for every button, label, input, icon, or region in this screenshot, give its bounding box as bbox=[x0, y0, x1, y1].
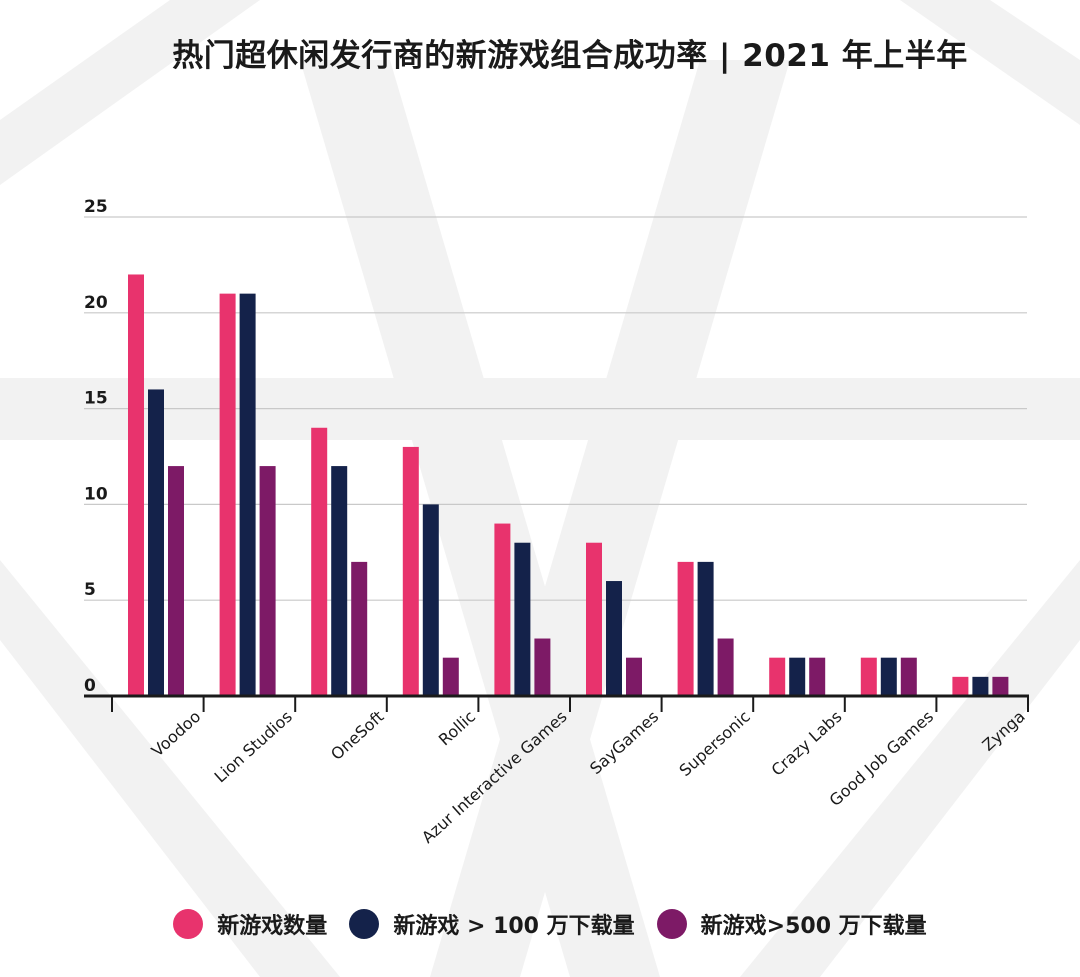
y-tick-label: 0 bbox=[84, 676, 96, 696]
legend-item-1m: 新游戏 > 100 万下载量 bbox=[349, 908, 635, 940]
x-tick-label: OneSoft bbox=[327, 707, 387, 764]
background-stripe bbox=[740, 560, 1080, 977]
legend-label-total: 新游戏数量 bbox=[217, 914, 328, 939]
legend: 新游戏数量 新游戏 > 100 万下载量 新游戏>500 万下载量 bbox=[0, 908, 1080, 940]
background-stripe bbox=[0, 560, 340, 977]
chart-title: 热门超休闲发行商的新游戏组合成功率 | 2021 年上半年 bbox=[172, 38, 968, 74]
bar bbox=[992, 676, 1009, 696]
bar bbox=[677, 561, 694, 696]
background-stripe bbox=[430, 60, 790, 977]
y-tick-label: 15 bbox=[84, 389, 108, 409]
y-tick-label: 20 bbox=[84, 293, 108, 313]
x-tick-label: Crazy Labs bbox=[768, 707, 846, 780]
x-tick-label: SayGames bbox=[586, 707, 662, 778]
x-tick-label: Zynga bbox=[978, 707, 1028, 755]
bar bbox=[168, 466, 184, 696]
bar bbox=[494, 523, 511, 696]
bar bbox=[514, 542, 531, 696]
bar bbox=[534, 638, 551, 696]
x-tick-label: Lion Studios bbox=[211, 707, 296, 786]
legend-item-5m: 新游戏>500 万下载量 bbox=[656, 908, 927, 940]
bar bbox=[259, 466, 276, 696]
y-tick-label: 25 bbox=[84, 197, 108, 217]
legend-swatch-total bbox=[173, 909, 204, 939]
bar bbox=[219, 293, 236, 696]
bar bbox=[626, 657, 642, 696]
bar bbox=[586, 542, 602, 696]
bar bbox=[952, 676, 969, 696]
bar bbox=[717, 638, 734, 696]
y-tick-label: 10 bbox=[84, 484, 108, 504]
bar bbox=[809, 657, 826, 696]
bar bbox=[442, 657, 459, 696]
bar bbox=[860, 657, 877, 696]
x-tick-label: Supersonic bbox=[675, 707, 753, 780]
x-tick-label: Rollic bbox=[435, 707, 479, 749]
bar bbox=[239, 293, 256, 696]
bar bbox=[880, 657, 897, 696]
legend-swatch-5m bbox=[656, 909, 687, 939]
background-stripe bbox=[0, 0, 260, 185]
y-tick-label: 5 bbox=[84, 580, 96, 600]
bar bbox=[128, 274, 144, 696]
bar bbox=[697, 561, 714, 696]
legend-item-total: 新游戏数量 bbox=[173, 908, 327, 940]
background-stripe bbox=[900, 0, 1080, 125]
bar bbox=[769, 657, 786, 696]
legend-label-1m: 新游戏 > 100 万下载量 bbox=[393, 914, 635, 939]
legend-label-5m: 新游戏>500 万下载量 bbox=[700, 914, 927, 939]
bar bbox=[148, 389, 164, 696]
bar bbox=[789, 657, 806, 696]
bar bbox=[351, 561, 368, 696]
bar bbox=[331, 466, 348, 696]
bar bbox=[422, 504, 439, 696]
legend-swatch-1m bbox=[349, 909, 380, 939]
bar bbox=[972, 676, 989, 696]
x-tick-label: Voodoo bbox=[148, 707, 205, 761]
bar bbox=[606, 581, 622, 696]
bar bbox=[900, 657, 917, 696]
bar bbox=[402, 446, 419, 696]
bar bbox=[311, 427, 328, 696]
x-tick-label: Azur Interactive Games bbox=[418, 707, 571, 847]
